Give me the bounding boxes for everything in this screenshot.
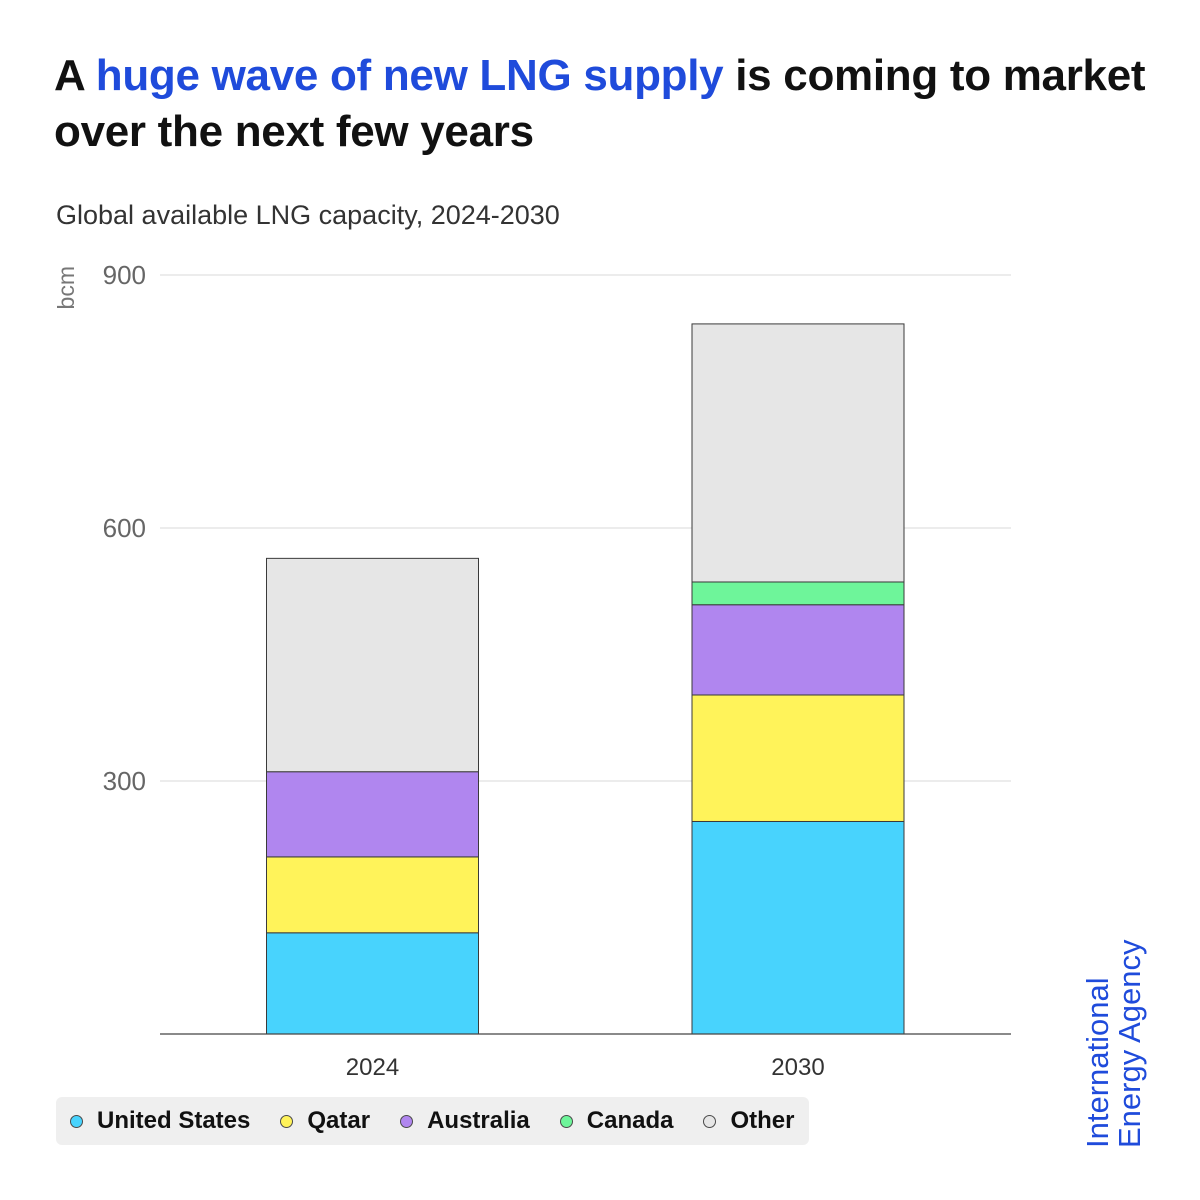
chart-subtitle: Global available LNG capacity, 2024-2030 — [56, 200, 560, 230]
bar-segment-united-states-2024 — [266, 932, 479, 1035]
x-tick-label: 2030 — [771, 1054, 824, 1081]
bar-segment-qatar-2030 — [691, 694, 905, 822]
brand-line-2: Energy Agency — [1112, 939, 1147, 1148]
y-tick-label: 300 — [103, 766, 146, 796]
headline-prefix: A — [54, 51, 96, 100]
legend-label: Other — [730, 1107, 795, 1134]
legend-swatch — [70, 1114, 83, 1128]
bar-segment-qatar-2024 — [266, 856, 479, 934]
bar-segment-united-states-2030 — [691, 820, 905, 1035]
legend: United States Qatar Australia Canada Other — [56, 1097, 809, 1145]
headline-highlight: huge wave of new LNG supply — [95, 51, 724, 100]
y-tick-label: 900 — [103, 260, 146, 290]
bar-segment-other-2030 — [691, 323, 905, 583]
x-tick-label: 2024 — [346, 1054, 399, 1081]
legend-swatch — [280, 1114, 294, 1128]
bar-segment-other-2024 — [266, 557, 479, 773]
legend-item-qatar: Qatar — [280, 1107, 370, 1135]
bar-layer — [266, 323, 905, 1035]
bar-segment-australia-2024 — [266, 771, 479, 858]
legend-label: Canada — [586, 1107, 674, 1134]
legend-label: United States — [97, 1107, 251, 1134]
legend-swatch — [559, 1114, 573, 1128]
y-tick-label: 600 — [103, 513, 146, 543]
bar-segment-australia-2030 — [691, 604, 905, 696]
y-axis-label: bcm — [53, 266, 79, 309]
legend-item-united-states: United States — [70, 1107, 250, 1135]
legend-label: Qatar — [307, 1107, 371, 1134]
headline-suffix: is coming to market over the next few ye… — [54, 51, 1146, 156]
legend-item-canada: Canada — [559, 1107, 674, 1135]
legend-swatch — [400, 1114, 414, 1128]
legend-label: Australia — [427, 1107, 530, 1134]
axis-layer: 300 600 900 bcm 2024 2030 — [53, 260, 1011, 1081]
legend-item-other: Other — [703, 1107, 795, 1135]
iea-logo: International Energy Agency — [1080, 939, 1147, 1148]
legend-swatch — [703, 1114, 717, 1128]
headline: A huge wave of new LNG supply is coming … — [54, 48, 1154, 160]
brand-line-1: International — [1080, 977, 1115, 1148]
legend-item-australia: Australia — [400, 1107, 530, 1135]
bar-segment-canada-2030 — [691, 581, 905, 606]
